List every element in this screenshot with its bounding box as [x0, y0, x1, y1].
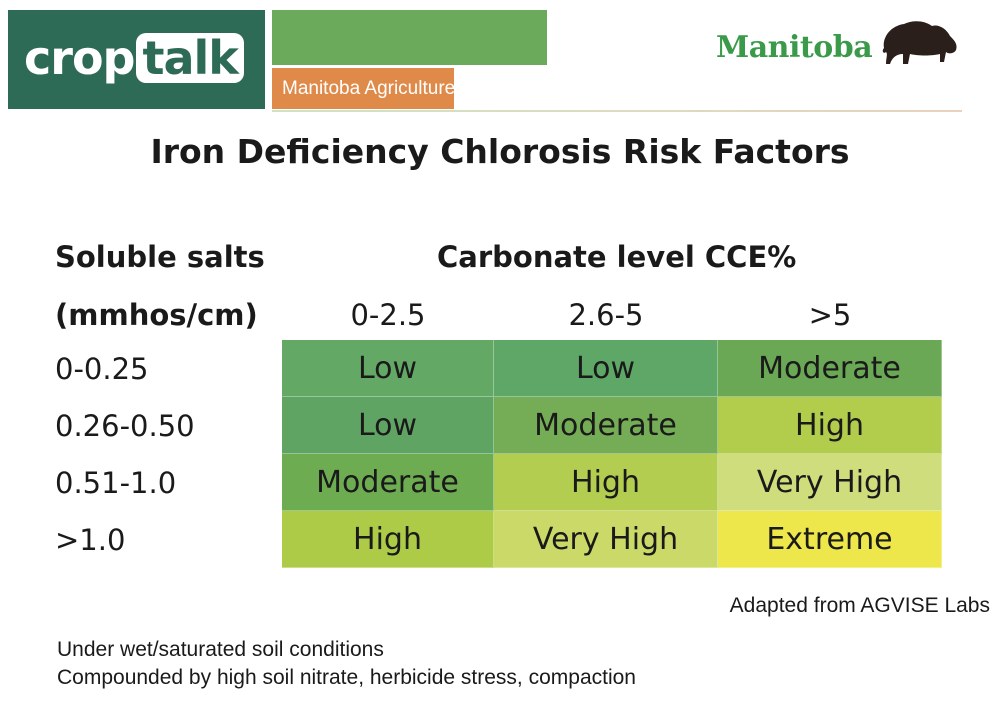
- row-header: >1.0: [55, 523, 126, 557]
- risk-cell: Low: [282, 397, 494, 454]
- column-header: 2.6-5: [568, 298, 644, 332]
- bison-icon: [882, 21, 957, 64]
- risk-cell: Moderate: [494, 397, 718, 454]
- row-header: 0.26-0.50: [55, 409, 195, 443]
- risk-cell: Moderate: [282, 454, 494, 511]
- risk-cell: High: [718, 397, 942, 454]
- row-header-line2: (mmhos/cm): [55, 298, 258, 332]
- row-header: 0-0.25: [55, 352, 149, 386]
- risk-cell: Extreme: [718, 511, 942, 568]
- risk-cell: Moderate: [718, 340, 942, 397]
- croptalk-logo: crop talk: [8, 10, 265, 109]
- page-title: Iron Deficiency Chlorosis Risk Factors: [150, 132, 850, 171]
- row-header-line1: Soluble salts: [55, 240, 265, 274]
- croptalk-logo-text: crop talk: [24, 30, 244, 86]
- column-group-header: Carbonate level CCE%: [437, 240, 797, 274]
- ministry-label: Manitoba Agriculture: [272, 68, 455, 109]
- column-header: >5: [808, 298, 852, 332]
- condition-note: Compounded by high soil nitrate, herbici…: [57, 666, 636, 689]
- manitoba-logo-text: Manitoba: [716, 30, 873, 65]
- row-header: 0.51-1.0: [55, 466, 177, 500]
- condition-note: Under wet/saturated soil conditions: [57, 638, 384, 661]
- risk-cell: Very High: [494, 511, 718, 568]
- risk-cell: Very High: [718, 454, 942, 511]
- column-header: 0-2.5: [350, 298, 426, 332]
- source-note: Adapted from AGVISE Labs: [729, 594, 990, 617]
- risk-cell: High: [282, 511, 494, 568]
- header-rule: [272, 110, 962, 112]
- risk-cell: Low: [282, 340, 494, 397]
- risk-grid: Low Low Moderate Low Moderate High Moder…: [282, 340, 942, 568]
- risk-cell: High: [494, 454, 718, 511]
- header-green-bar: [272, 10, 547, 65]
- risk-cell: Low: [494, 340, 718, 397]
